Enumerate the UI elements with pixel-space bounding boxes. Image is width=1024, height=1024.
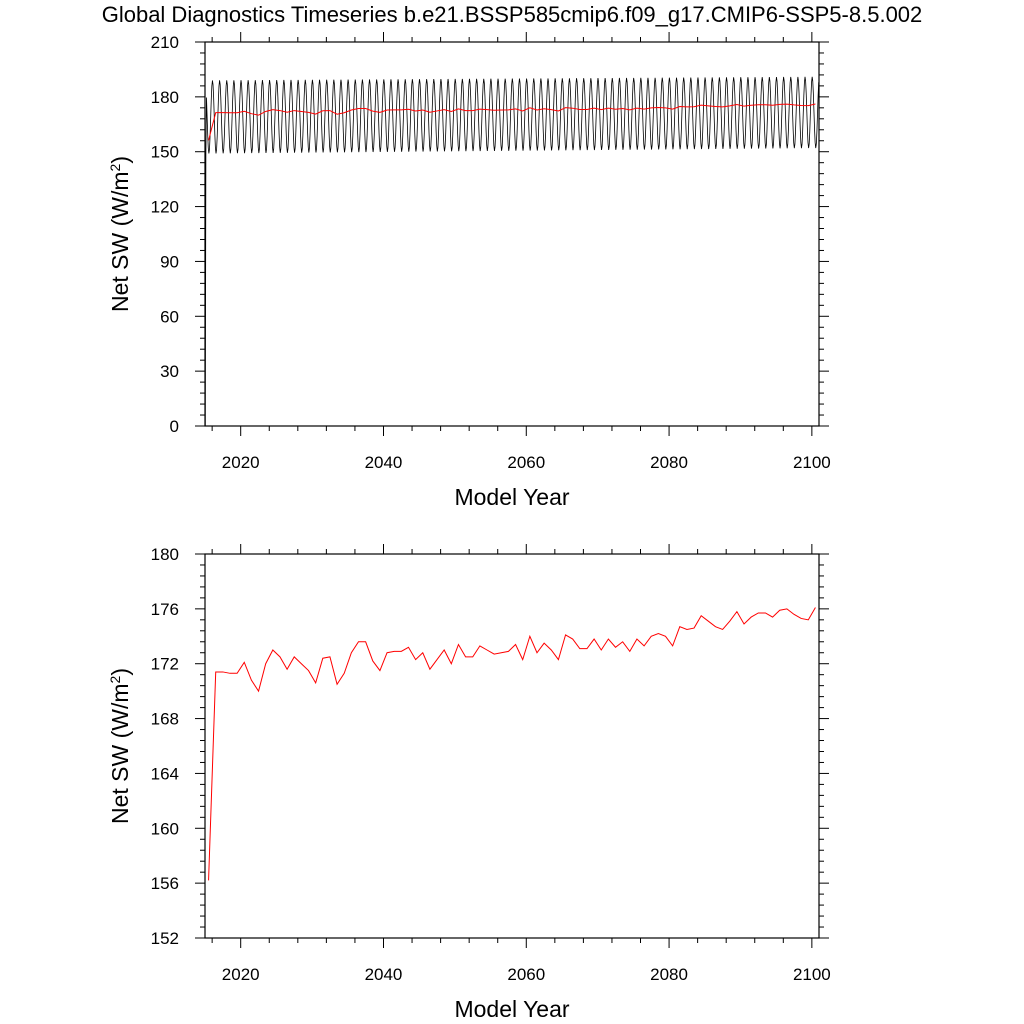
x-axis-title: Model Year (454, 996, 569, 1022)
y-tick-label: 90 (160, 252, 179, 271)
y-tick-label: 120 (151, 198, 179, 217)
y-tick-label: 176 (151, 600, 179, 619)
x-tick-label: 2080 (650, 965, 688, 984)
page-title: Global Diagnostics Timeseries b.e21.BSSP… (101, 2, 923, 27)
x-tick-label: 2060 (507, 965, 545, 984)
x-tick-label: 2040 (365, 453, 403, 472)
y-tick-label: 152 (151, 929, 179, 948)
chart-2: 152 156 160 164 168 172 176 180 2020 2040 2060 2080… (107, 544, 831, 1022)
y-tick-label: 30 (160, 362, 179, 381)
y-tick-label: 164 (151, 764, 179, 783)
y-tick-label: 156 (151, 874, 179, 893)
y-tick-label: 168 (151, 710, 179, 729)
y-tick-label: 0 (170, 417, 179, 436)
series-annual-line (208, 607, 816, 881)
x-tick-label: 2020 (222, 965, 260, 984)
plot-frame (204, 41, 820, 427)
x-tick-label: 2100 (793, 965, 831, 984)
series-annual-line (208, 103, 816, 141)
plot-frame (204, 553, 820, 939)
y-tick-label: 160 (151, 819, 179, 838)
series-monthly-line (205, 76, 819, 426)
y-tick-label: 180 (151, 88, 179, 107)
y-tick-label: 210 (151, 33, 179, 52)
x-tick-label: 2040 (365, 965, 403, 984)
y-tick-label: 60 (160, 307, 179, 326)
x-axis-title: Model Year (454, 484, 569, 510)
x-tick-label: 2020 (222, 453, 260, 472)
y-tick-label: 150 (151, 143, 179, 162)
x-tick-label: 2060 (507, 453, 545, 472)
y-axis-title: Net SW (W/m2) (107, 156, 133, 312)
x-tick-label: 2100 (793, 453, 831, 472)
y-axis-title: Net SW (W/m2) (107, 668, 133, 824)
y-tick-label: 180 (151, 545, 179, 564)
chart-1: 0 30 60 90 120 150 180 210 2020 2040 2060 2080 2100 M… (107, 32, 831, 510)
x-tick-label: 2080 (650, 453, 688, 472)
y-tick-label: 172 (151, 655, 179, 674)
